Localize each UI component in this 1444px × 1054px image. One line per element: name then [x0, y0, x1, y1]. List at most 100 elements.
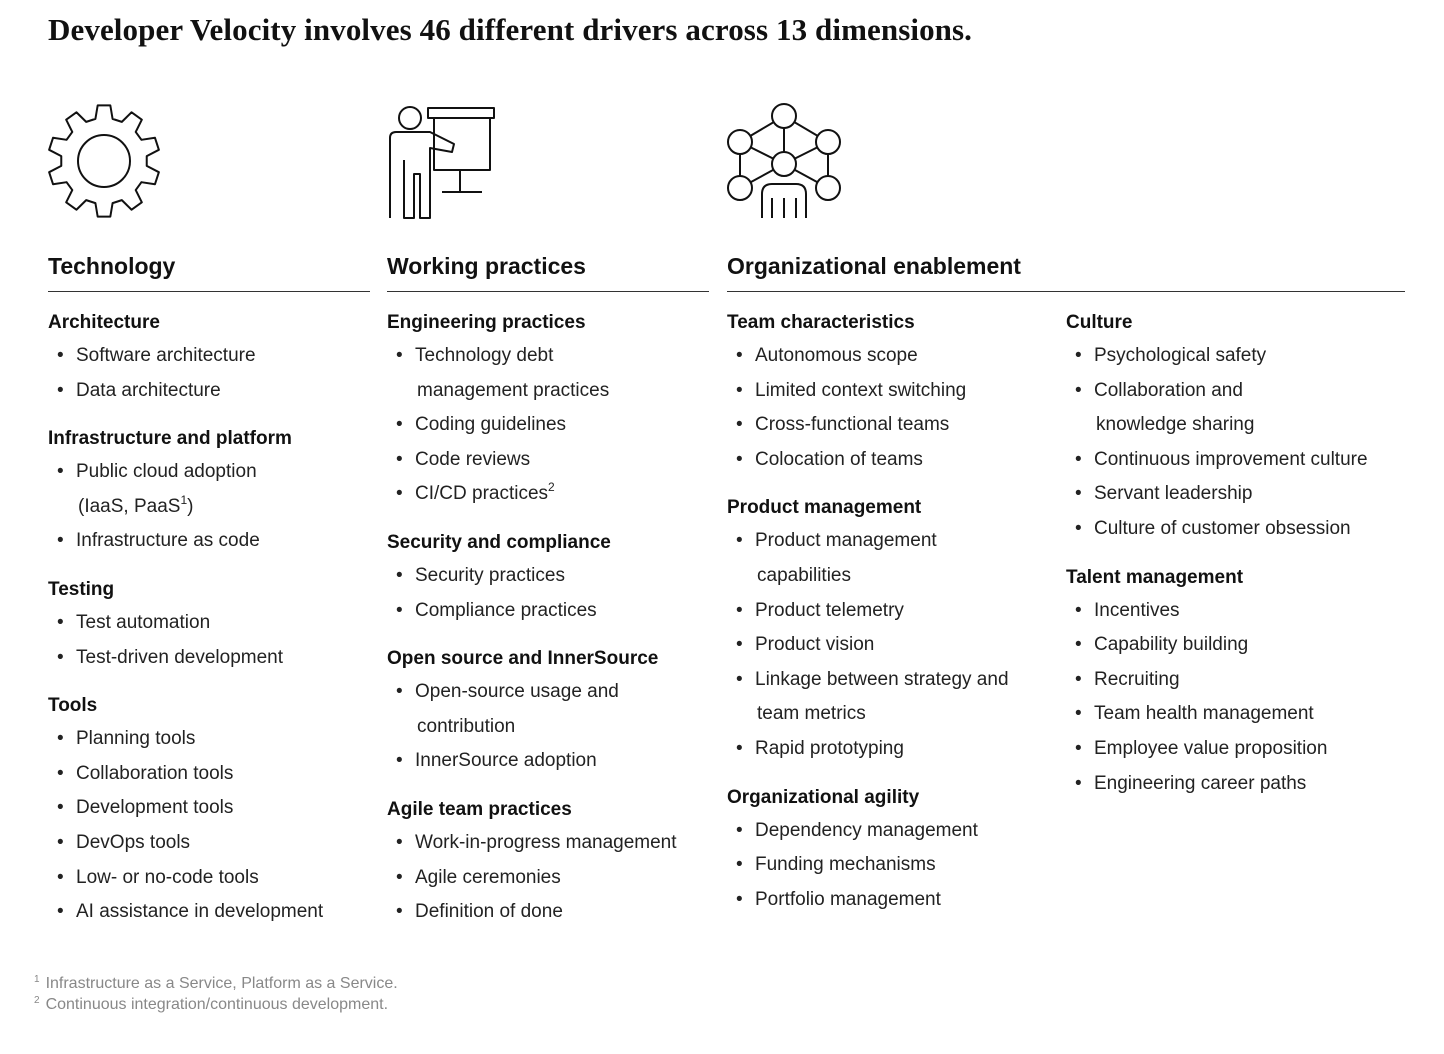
driver-group: Team characteristics • Autonomous scope • Li…: [727, 307, 1057, 477]
bullet-icon: •: [57, 728, 64, 750]
list-item: • Technology debt management practices: [387, 339, 717, 408]
item-text: Autonomous scope: [755, 345, 918, 366]
bullet-icon: •: [396, 414, 403, 436]
item-text-continued: (IaaS, PaaS1): [76, 490, 378, 525]
item-text: Agile ceremonies: [415, 866, 561, 888]
item-text-line2: capabilities: [757, 564, 851, 586]
list-item: • AI assistance in development: [48, 895, 378, 930]
list-item: • Culture of customer obsession: [1066, 512, 1396, 547]
group-title: Team characteristics: [727, 312, 915, 333]
group-title: Engineering practices: [387, 312, 586, 333]
list-item: • Development tools: [48, 791, 378, 826]
item-text-line2: management practices: [417, 379, 610, 401]
item-text: Rapid prototyping: [755, 737, 904, 759]
item-text: AI assistance in development: [76, 901, 324, 923]
bullet-icon: •: [396, 866, 403, 888]
list-item: • Public cloud adoption (IaaS, PaaS1): [48, 455, 378, 524]
bullet-icon: •: [57, 901, 64, 923]
bullet-icon: •: [736, 854, 743, 876]
bullet-icon: •: [736, 345, 743, 366]
item-text: Work-in-progress management: [415, 831, 677, 853]
item-text: Limited context switching: [755, 379, 967, 401]
item-text: Recruiting: [1094, 668, 1180, 690]
bullet-icon: •: [736, 599, 743, 621]
item-text: Product management: [755, 530, 937, 552]
item-text: Public cloud adoption: [76, 461, 257, 483]
driver-group: Culture • Psychological safety • Collaborati…: [1066, 307, 1396, 547]
bullet-icon: •: [1075, 483, 1082, 505]
driver-group: Infrastructure and platform • Public cloud…: [48, 423, 378, 559]
footnote-text: Continuous integration/continuous develo…: [45, 996, 389, 1013]
group-title: Open source and InnerSource: [387, 648, 659, 670]
list-item: • Definition of done: [387, 895, 717, 930]
bullet-icon: •: [57, 530, 64, 552]
item-text: Collaboration tools: [76, 762, 234, 784]
bullet-icon: •: [396, 448, 403, 470]
driver-group: Open source and InnerSource • Open-source …: [387, 643, 717, 779]
list-item: • Planning tools: [48, 722, 378, 757]
group-title: Infrastructure and platform: [48, 428, 292, 450]
group-title: Tools: [48, 695, 98, 717]
list-item: • Software architecture: [48, 339, 378, 374]
item-text: Funding mechanisms: [755, 854, 936, 876]
bullet-icon: •: [736, 888, 743, 910]
footnote-marker: 2: [34, 995, 40, 1006]
list-item: • Work-in-progress management: [387, 826, 717, 861]
list-item: • Data architecture: [48, 374, 378, 409]
list-item: • Engineering career paths: [1066, 767, 1396, 802]
bullet-icon: •: [736, 634, 743, 656]
list-item: • Coding guidelines: [387, 408, 717, 443]
driver-group: Agile team practices • Work-in-progress ma…: [387, 794, 717, 930]
item-text: Low- or no-code tools: [76, 866, 259, 888]
column-org-enablement-left: Team characteristics • Autonomous scope • Li…: [727, 307, 1057, 932]
footnotes: 1 Infrastructure as a Service, Platform a…: [34, 973, 398, 1015]
footnote-text: Infrastructure as a Service, Platform as…: [45, 975, 398, 992]
bullet-icon: •: [1075, 599, 1082, 621]
item-text: Technology debt: [415, 345, 554, 366]
list-item: • Colocation of teams: [727, 443, 1057, 478]
item-text: Collaboration and: [1094, 379, 1243, 401]
item-text: Compliance practices: [415, 599, 597, 621]
column-org-enablement-right: Culture • Psychological safety • Collaborati…: [1066, 307, 1396, 816]
list-item: • Cross-functional teams: [727, 408, 1057, 443]
item-text: Psychological safety: [1094, 345, 1267, 366]
list-item: • Psychological safety: [1066, 339, 1396, 374]
item-text: Data architecture: [76, 379, 221, 401]
item-text: Portfolio management: [755, 888, 941, 910]
item-text: Continuous improvement culture: [1094, 448, 1368, 470]
item-text: Servant leadership: [1094, 483, 1253, 505]
item-text: Test-driven development: [76, 646, 283, 668]
list-item: • InnerSource adoption: [387, 744, 717, 779]
list-item: • Recruiting: [1066, 663, 1396, 698]
list-item: • Employee value proposition: [1066, 732, 1396, 767]
group-title: Product management: [727, 497, 922, 519]
gear-icon: [46, 100, 164, 222]
pillar-working-practices: Working practices: [387, 252, 709, 292]
item-text: Coding guidelines: [415, 414, 567, 436]
bullet-icon: •: [1075, 379, 1082, 401]
list-item: • Security practices: [387, 559, 717, 594]
driver-group: Architecture • Software architecture • Data …: [48, 307, 378, 408]
bullet-icon: •: [1075, 737, 1082, 759]
footnote: 2 Continuous integration/continuous devel…: [34, 994, 398, 1015]
item-text-line2: contribution: [417, 715, 516, 737]
bullet-icon: •: [396, 831, 403, 853]
list-item: • Autonomous scope: [727, 339, 1057, 374]
item-text: Engineering career paths: [1094, 772, 1307, 794]
list-item: • Code reviews: [387, 443, 717, 478]
network-people-icon: [724, 100, 844, 222]
driver-group: Talent management • Incentives • Capability …: [1066, 562, 1396, 802]
item-text: Code reviews: [415, 448, 531, 470]
item-text: Definition of done: [415, 901, 563, 923]
bullet-icon: •: [1075, 517, 1082, 539]
list-item: • Continuous improvement culture: [1066, 443, 1396, 478]
bullet-icon: •: [396, 750, 403, 772]
list-item: • Capability building: [1066, 628, 1396, 663]
item-text-suffix: ): [187, 495, 194, 517]
list-item: • Product vision: [727, 628, 1057, 663]
item-text-continued: contribution: [415, 710, 717, 745]
group-title: Security and compliance: [387, 531, 611, 553]
item-text: Employee value proposition: [1094, 737, 1328, 759]
list-item: • Rapid prototyping: [727, 732, 1057, 767]
item-text-continued: management practices: [415, 374, 717, 409]
